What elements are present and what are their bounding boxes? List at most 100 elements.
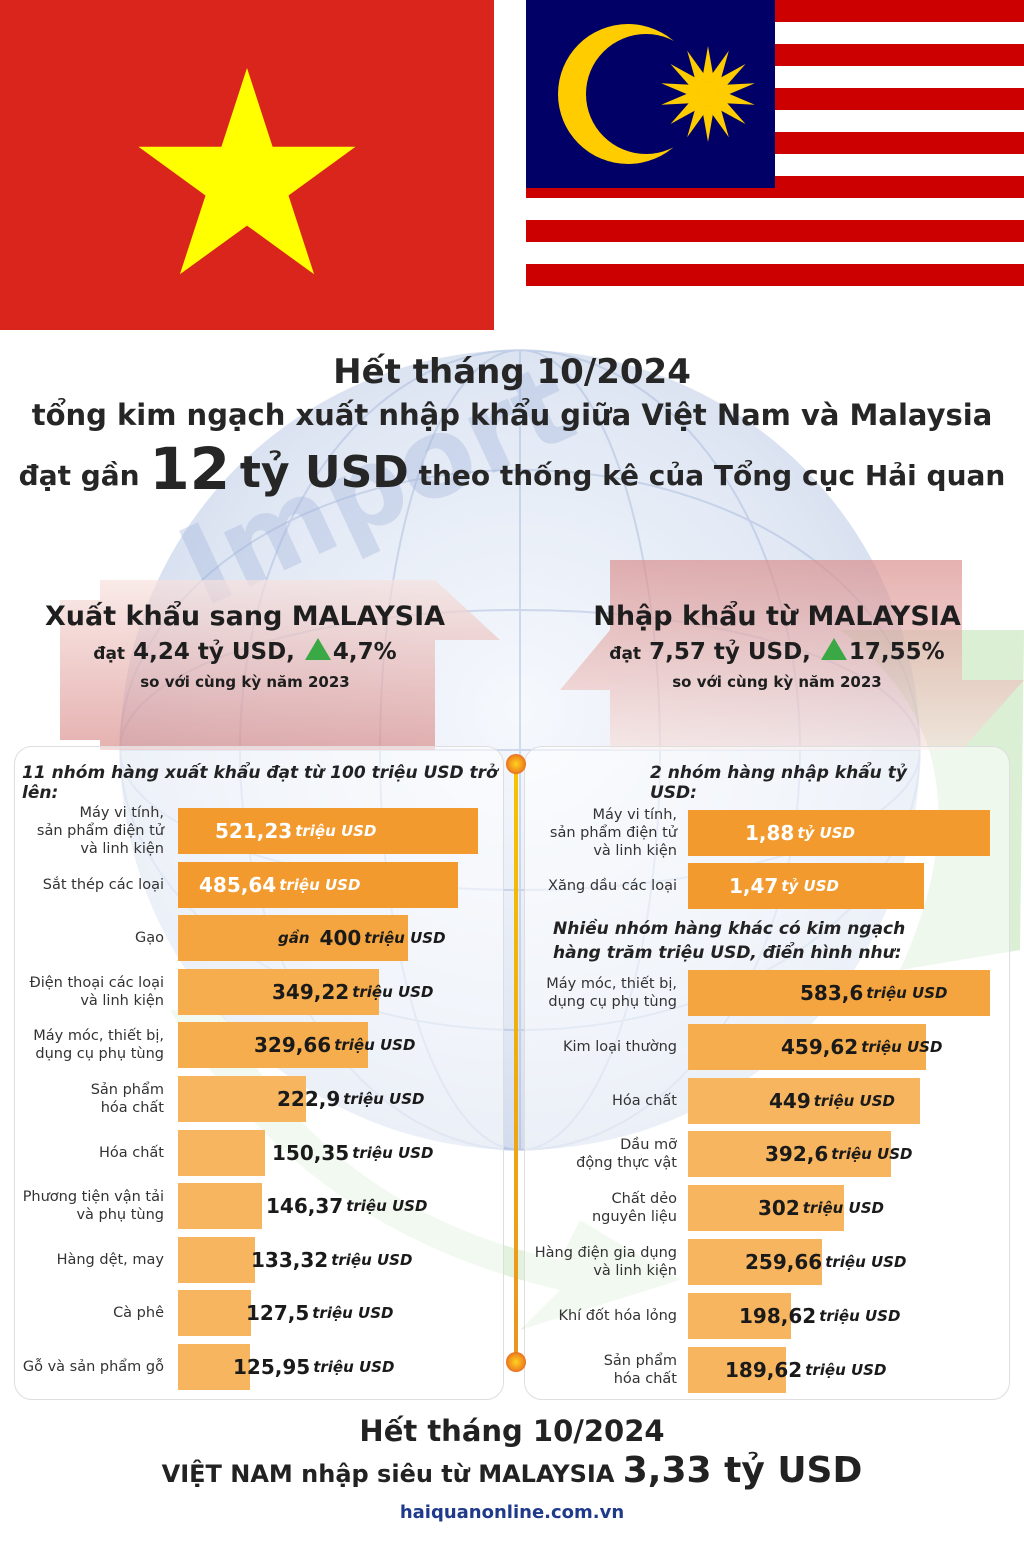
value-label: 521,23 triệu USD <box>215 819 377 843</box>
bar-5 <box>178 1022 368 1069</box>
value-label: 127,5 triệu USD <box>246 1301 394 1326</box>
title-line-3-pre: đạt gần <box>18 459 140 492</box>
bar-2 <box>688 863 925 909</box>
value-label: 150,35 triệu USD <box>272 1140 434 1165</box>
value-label: 133,32 triệu USD <box>251 1247 413 1272</box>
export-chart-title: 11 nhóm hàng xuất khẩu đạt từ 100 triệu … <box>22 763 498 803</box>
category-label: Hóa chất <box>611 1092 677 1109</box>
footer-deficit-text: VIỆT NAM nhập siêu từ MALAYSIA <box>161 1460 615 1488</box>
value-label: 259,66 triệu USD <box>745 1250 907 1274</box>
export-panel <box>14 746 504 1400</box>
value-label: 1,88 tỷ USD <box>745 821 855 845</box>
bar-7 <box>178 1129 265 1176</box>
category-label: Hóa chất <box>98 1144 164 1161</box>
category-label: Khí đốt hóa lỏng <box>558 1307 677 1324</box>
category-label: Kim loại thường <box>562 1038 677 1055</box>
value-label: 485,64 triệu USD <box>199 872 361 897</box>
category-label: Sắt thép các loại <box>42 876 164 893</box>
category-label: Chất dẻo nguyên liệu <box>591 1191 677 1226</box>
export-reach: đạt <box>93 644 126 664</box>
footer-line-1: Hết tháng 10/2024 <box>359 1414 665 1448</box>
category-label: Máy móc, thiết bị, dụng cụ phụ tùng <box>33 1028 164 1063</box>
category-label: Xăng dầu các loại <box>548 878 677 894</box>
bar-7 <box>688 1292 791 1339</box>
category-label: Máy móc, thiết bị, dụng cụ phụ tùng <box>546 976 677 1010</box>
export-arrow-shape <box>60 580 500 750</box>
bar-2 <box>178 861 458 908</box>
title-line-3: đạt gần 12 tỷ USD theo thống kê của Tổng… <box>0 436 1024 509</box>
bar-1 <box>688 810 990 856</box>
bar-8 <box>178 1183 263 1230</box>
bar-9 <box>178 1236 255 1283</box>
center-divider <box>514 772 518 1368</box>
import-reach: đạt <box>609 644 642 664</box>
export-title: Xuất khẩu sang MALAYSIA <box>44 601 446 632</box>
value-label: 189,62 triệu USD <box>725 1357 887 1382</box>
vietnam-flag-icon <box>0 0 494 330</box>
bar-6 <box>688 1239 823 1285</box>
value-label: 459,62 triệu USD <box>781 1034 943 1059</box>
export-growth: 4,7% <box>332 639 397 665</box>
bar-5 <box>688 1185 845 1232</box>
divider-dot-top <box>506 754 526 774</box>
bar-10 <box>178 1290 252 1337</box>
footer-line-2: VIỆT NAM nhập siêu từ MALAYSIA 3,33 tỷ U… <box>0 1448 1024 1497</box>
growth-up-icon <box>304 638 331 660</box>
value-label: 198,62 triệu USD <box>739 1303 901 1328</box>
import-value-line: đạt 7,57 tỷ USD, 17,55% <box>572 637 982 669</box>
value-label: gần 400 triệu USD <box>278 926 446 951</box>
category-label: Điện thoại các loại và linh kiện <box>29 974 164 1009</box>
bar-4 <box>688 1131 892 1178</box>
bar-6 <box>178 1076 307 1122</box>
category-label: Cà phê <box>113 1305 164 1322</box>
bar-1 <box>688 970 990 1016</box>
bar-3 <box>178 915 409 962</box>
category-label: Máy vi tính, sản phẩm điện tử và linh kiện <box>549 807 677 859</box>
import-summary: Nhập khẩu từ MALAYSIA đạt 7,57 tỷ USD, 1… <box>572 597 982 695</box>
category-label: Phương tiện vận tải và phụ tùng <box>22 1189 164 1224</box>
footer-deficit-value: 3,33 tỷ USD <box>622 1450 863 1491</box>
bar-3 <box>688 1077 921 1124</box>
main-title: Hết tháng 10/2024 tổng kim ngạch xuất nh… <box>0 350 1024 509</box>
import-value: 7,57 tỷ USD, <box>649 639 811 665</box>
source-link[interactable]: haiquanonline.com.vn <box>399 1502 625 1523</box>
import-other-title-line-2: hàng trăm triệu USD, điển hình như: <box>553 943 902 963</box>
value-label: 146,37 triệu USD <box>266 1194 428 1219</box>
bar-1 <box>178 808 478 854</box>
value-label: 329,66 triệu USD <box>254 1033 416 1058</box>
import-growth: 17,55% <box>848 639 945 665</box>
value-label: 125,95 triệu USD <box>233 1355 395 1379</box>
category-label: Sản phẩm hóa chất <box>603 1352 677 1387</box>
import-other-title: Nhiều nhóm hàng khác có kim ngạch hàng t… <box>553 917 913 965</box>
title-total-number: 12 <box>149 435 231 503</box>
divider-dot-bottom <box>506 1352 526 1372</box>
title-line-1: Hết tháng 10/2024 <box>333 352 691 392</box>
export-value-line: đạt 4,24 tỷ USD, 4,7% <box>40 637 450 669</box>
category-label: Gạo <box>135 930 164 947</box>
title-total-unit: tỷ USD <box>239 447 409 498</box>
category-label: Gỗ và sản phẩm gỗ <box>22 1359 164 1375</box>
category-label: Máy vi tính, sản phẩm điện tử và linh kiện <box>36 805 164 857</box>
import-title: Nhập khẩu từ MALAYSIA <box>593 601 961 632</box>
import-chart-title: 2 nhóm hàng nhập khẩu tỷ USD: <box>650 763 907 803</box>
import-arrow-shape <box>560 560 1024 750</box>
export-compare: so với cùng kỳ năm 2023 <box>140 673 350 691</box>
bar-4 <box>178 968 379 1015</box>
category-label: Dầu mỡ động thực vật <box>576 1137 677 1172</box>
export-value: 4,24 tỷ USD, <box>133 639 295 665</box>
value-label: 349,22 triệu USD <box>272 979 434 1004</box>
category-label: Hàng dệt, may <box>56 1251 164 1268</box>
value-label: 1,47 tỷ USD <box>729 874 839 898</box>
title-line-2: tổng kim ngạch xuất nhập khẩu giữa Việt … <box>31 398 993 432</box>
value-label: 222,9 triệu USD <box>277 1087 425 1111</box>
category-label: Sản phẩm hóa chất <box>90 1082 164 1116</box>
value-label: 449 triệu USD <box>769 1088 895 1113</box>
bar-2 <box>688 1023 926 1070</box>
bar-8 <box>688 1346 787 1393</box>
import-compare: so với cùng kỳ năm 2023 <box>672 673 882 691</box>
malaysia-flag-icon <box>526 0 1024 308</box>
title-line-3-post: theo thống kê của Tổng cục Hải quan <box>418 459 1006 492</box>
export-summary: Xuất khẩu sang MALAYSIA đạt 4,24 tỷ USD,… <box>40 597 450 695</box>
value-label: 583,6 triệu USD <box>800 981 948 1005</box>
import-other-title-line-1: Nhiều nhóm hàng khác có kim ngạch <box>553 919 906 939</box>
